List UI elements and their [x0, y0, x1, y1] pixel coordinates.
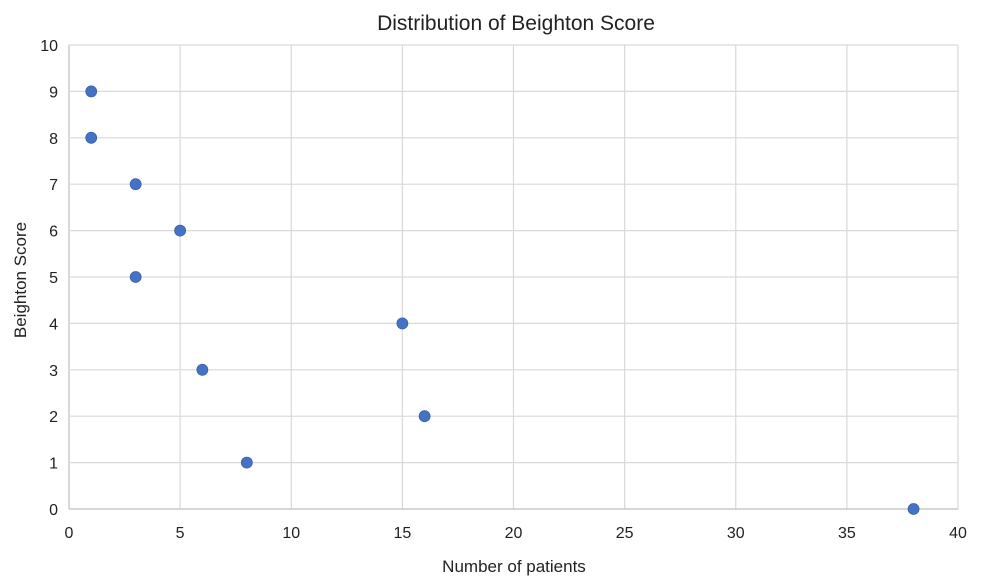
data-point [396, 317, 409, 330]
x-tick-label: 25 [616, 525, 634, 542]
y-axis-label: Beighton Score [11, 222, 30, 338]
data-point [240, 456, 253, 469]
x-tick-label: 15 [393, 525, 411, 542]
y-tick-label: 0 [49, 502, 58, 519]
y-tick-label: 2 [49, 409, 58, 426]
data-point [907, 503, 920, 515]
data-point [196, 363, 209, 376]
y-tick-label: 1 [49, 456, 58, 473]
gridlines [68, 44, 959, 510]
y-tick-label: 6 [49, 224, 58, 241]
x-tick-label: 35 [838, 525, 856, 542]
data-point [174, 224, 187, 237]
y-tick-label: 8 [49, 131, 58, 148]
y-tick-label: 10 [40, 38, 58, 55]
x-tick-label: 40 [949, 525, 967, 542]
x-tick-label: 10 [282, 525, 300, 542]
data-point [129, 178, 142, 191]
data-point [85, 85, 98, 98]
x-tick-label: 5 [176, 525, 185, 542]
x-tick-label: 0 [65, 525, 74, 542]
y-tick-label: 7 [49, 177, 58, 194]
y-tick-label: 5 [49, 270, 58, 287]
y-tick-label: 4 [49, 316, 58, 333]
data-point [418, 410, 431, 423]
data-point [129, 271, 142, 283]
y-tick-label: 3 [49, 363, 58, 380]
x-axis-label: Number of patients [442, 557, 586, 576]
data-point [85, 131, 98, 144]
x-tick-label: 20 [505, 525, 523, 542]
tick-labels: 0 5 10 15 20 25 30 35 40 0 1 2 3 4 5 6 7 8 9 10 [40, 38, 967, 542]
y-tick-label: 9 [49, 84, 58, 101]
chart-title: Distribution of Beighton Score [377, 12, 655, 35]
x-tick-label: 30 [727, 525, 745, 542]
data-points [85, 85, 920, 515]
